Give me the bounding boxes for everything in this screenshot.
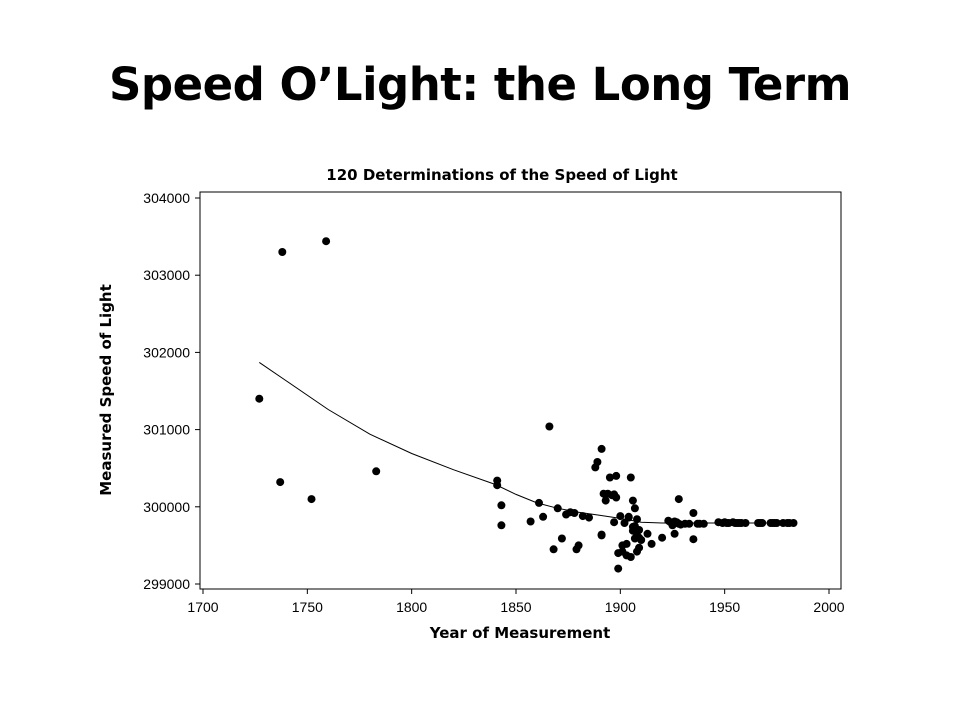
data-point [585,513,593,522]
y-axis-label: Measured Speed of Light [97,284,115,496]
data-point [278,248,287,256]
x-tick-label: 1850 [500,599,531,615]
y-axis: 299000 300000 301000 302000 303000 304000 [143,190,200,592]
x-tick-label: 1700 [187,599,218,615]
data-point [620,519,629,527]
y-tick-label: 302000 [143,344,190,360]
y-tick-label: 303000 [143,267,190,283]
data-point [276,478,285,487]
data-point [622,539,631,548]
data-point [635,526,644,534]
data-point [612,471,621,480]
x-tick-label: 1750 [292,599,323,615]
data-point [549,545,558,554]
data-point [307,495,316,504]
x-tick-label: 1950 [709,599,740,615]
data-point [670,529,679,538]
data-point [658,533,667,542]
data-point [685,519,694,528]
data-point [616,512,625,521]
data-point [497,521,506,530]
data-point [601,496,610,505]
data-point [574,541,583,550]
chart-title: 120 Determinations of the Speed of Light [326,166,677,184]
data-point [539,512,548,521]
data-point [493,481,502,490]
data-point [612,493,621,502]
data-point [570,509,579,517]
data-point [553,504,562,513]
y-tick-label: 304000 [143,190,190,206]
data-point [689,535,698,544]
data-point [610,518,619,527]
data-point [699,519,708,528]
data-point [372,467,381,476]
data-point [789,519,798,527]
data-point [758,519,767,527]
data-point [637,536,646,544]
data-point [322,237,331,246]
x-axis: 1700 1750 1800 1850 1900 1950 2000 [187,589,845,615]
data-point [614,564,623,573]
data-point [628,496,637,505]
data-point [626,553,635,561]
x-axis-label: Year of Measurement [429,624,611,642]
data-point [597,531,606,540]
data-point [674,495,683,504]
data-point [689,509,698,517]
data-point [635,543,644,552]
data-point [741,519,750,527]
data-point [255,394,264,403]
x-tick-label: 1800 [396,599,427,615]
data-point [535,498,543,507]
data-point [545,422,554,431]
y-tick-label: 299000 [143,576,190,592]
y-tick-label: 300000 [143,499,190,515]
data-point [643,529,652,538]
data-point [626,473,635,482]
data-point [647,539,656,548]
data-point [772,519,781,527]
data-point [593,458,602,466]
data-point [497,501,506,510]
x-tick-label: 2000 [813,599,844,615]
data-point [630,504,639,513]
data-point [578,512,587,521]
plot-area [199,191,842,590]
y-tick-label: 301000 [143,422,190,438]
trend-line [259,361,794,524]
data-point [597,444,606,453]
data-point [605,473,614,482]
data-point [633,515,641,524]
x-tick-label: 1900 [605,599,636,615]
data-points [255,237,798,573]
data-point [526,517,535,526]
slide-title: Speed O’Light: the Long Term [109,58,851,111]
data-point [624,513,633,522]
data-point [557,534,566,543]
